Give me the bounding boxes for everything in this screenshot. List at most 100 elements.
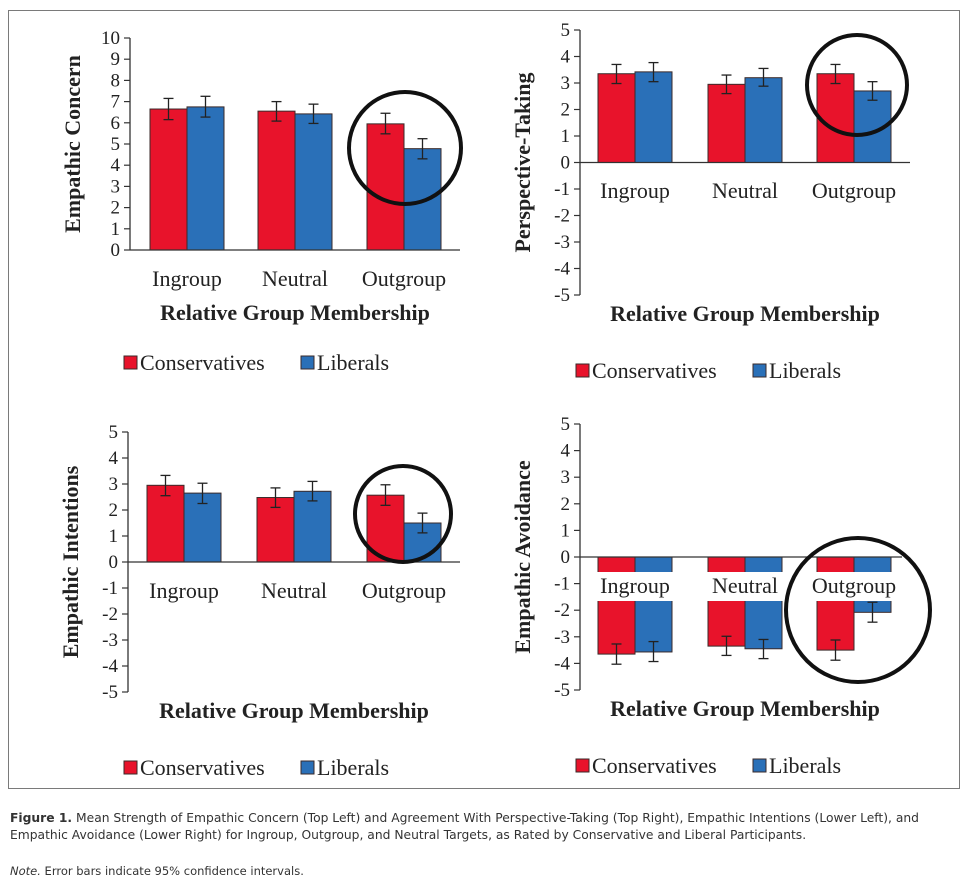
bar-conservatives-neutral <box>707 83 746 163</box>
highlight-circle <box>784 536 932 684</box>
legend-label-conservatives: Conservatives <box>140 350 265 375</box>
y-tick-label: 4 <box>111 155 121 176</box>
y-axis-title: Perspective-Taking <box>510 72 535 252</box>
category-label-neutral: Neutral <box>262 266 328 291</box>
bar-liberals-neutral <box>744 77 783 163</box>
y-axis-title: Empathic Intentions <box>58 465 83 658</box>
highlight-circle <box>353 464 453 564</box>
y-tick-label: 5 <box>109 422 119 443</box>
category-label-neutral: Neutral <box>712 178 778 203</box>
y-tick-label: 3 <box>561 467 571 488</box>
legend: Conservatives Liberals <box>575 753 841 778</box>
y-tick-label: 0 <box>561 547 571 568</box>
figure-label: Figure 1. <box>10 811 73 825</box>
y-tick-label: 4 <box>561 441 571 462</box>
y-tick-label: -4 <box>554 653 570 674</box>
bar-conservatives-neutral <box>707 556 746 647</box>
figure-caption: Figure 1. Mean Strength of Empathic Conc… <box>10 810 955 844</box>
legend-label-liberals: Liberals <box>769 753 841 778</box>
category-label-ingroup: Ingroup <box>149 578 219 603</box>
caption-text: Mean Strength of Empathic Concern (Top L… <box>10 811 919 842</box>
category-label-ingroup: Ingroup <box>600 178 670 203</box>
category-label-neutral: Neutral <box>261 578 327 603</box>
legend-swatch-conservatives <box>123 355 138 370</box>
x-axis-title: Relative Group Membership <box>159 698 429 723</box>
bar-conservatives-outgroup <box>816 556 855 651</box>
y-tick-label: 2 <box>561 100 571 121</box>
y-tick-label: -5 <box>554 285 570 306</box>
y-tick-label: -4 <box>102 656 118 677</box>
y-tick-label: -2 <box>554 206 570 227</box>
category-label-outgroup: Outgroup <box>362 266 446 291</box>
legend-swatch-liberals <box>300 760 315 775</box>
legend-swatch-liberals <box>300 355 315 370</box>
category-label-outgroup: Outgroup <box>362 578 446 603</box>
legend-label-conservatives: Conservatives <box>592 358 717 383</box>
legend-label-liberals: Liberals <box>317 350 389 375</box>
highlight-circle <box>347 90 463 206</box>
y-tick-label: 2 <box>111 198 121 219</box>
category-label-bg <box>816 572 892 601</box>
bar-conservatives-outgroup <box>816 73 855 163</box>
y-tick-label: -4 <box>554 259 570 280</box>
bar-conservatives-ingroup <box>597 556 636 655</box>
y-tick-label: -5 <box>102 682 118 703</box>
category-label-bg <box>707 572 783 601</box>
y-tick-label: 0 <box>561 153 571 174</box>
y-tick-label: 5 <box>561 20 571 41</box>
category-label-outgroup: Outgroup <box>812 178 896 203</box>
legend-label-conservatives: Conservatives <box>140 755 265 780</box>
y-tick-label: 5 <box>561 414 571 435</box>
y-tick-label: -1 <box>102 578 118 599</box>
bar-conservatives-neutral <box>256 497 295 563</box>
y-tick-label: 7 <box>111 92 121 113</box>
x-axis-title: Relative Group Membership <box>160 300 430 325</box>
legend-label-liberals: Liberals <box>769 358 841 383</box>
x-axis-title: Relative Group Membership <box>610 696 880 721</box>
y-tick-label: -2 <box>102 604 118 625</box>
y-tick-label: -3 <box>554 627 570 648</box>
legend-swatch-liberals <box>752 363 767 378</box>
chart-perspective-taking: -5 -4 -3 -2 -1 0 1 2 3 4 5 Ingroup Neutral Outgroup Pe… <box>510 20 910 383</box>
legend: Conservatives Liberals <box>123 350 389 375</box>
bar-conservatives-outgroup <box>366 494 405 563</box>
legend: Conservatives Liberals <box>575 358 841 383</box>
legend-swatch-conservatives <box>575 758 590 773</box>
bar-liberals-ingroup <box>634 556 673 653</box>
y-tick-label: 1 <box>561 126 571 147</box>
legend-swatch-conservatives <box>123 760 138 775</box>
y-tick-label: 2 <box>561 494 571 515</box>
y-tick-label: -2 <box>554 600 570 621</box>
y-tick-label: 3 <box>109 474 119 495</box>
y-tick-label: -1 <box>554 574 570 595</box>
y-tick-label: 1 <box>111 219 121 240</box>
legend-label-liberals: Liberals <box>317 755 389 780</box>
y-tick-label: 10 <box>101 28 120 49</box>
bar-liberals-ingroup <box>634 71 673 163</box>
x-axis-title: Relative Group Membership <box>610 301 880 326</box>
y-tick-label: 5 <box>111 134 121 155</box>
category-label-neutral: Neutral <box>712 573 778 598</box>
bar-conservatives-outgroup <box>366 123 405 251</box>
y-tick-label: 1 <box>109 526 119 547</box>
y-tick-label: -5 <box>554 680 570 701</box>
note-label: Note. <box>10 864 41 878</box>
category-label-outgroup: Outgroup <box>812 573 896 598</box>
bar-liberals-neutral <box>744 556 783 650</box>
y-axis-title: Empathic Concern <box>60 55 85 233</box>
y-tick-label: 4 <box>561 47 571 68</box>
category-label-ingroup: Ingroup <box>600 573 670 598</box>
y-tick-label: -1 <box>554 179 570 200</box>
bar-liberals-neutral <box>293 490 332 563</box>
note-text: Error bars indicate 95% confidence inter… <box>44 864 304 878</box>
highlight-circle <box>805 33 909 137</box>
figure-note: Note. Error bars indicate 95% confidence… <box>10 864 955 878</box>
bar-liberals-ingroup <box>186 106 225 251</box>
y-tick-label: 0 <box>111 240 121 261</box>
y-tick-label: 1 <box>561 520 571 541</box>
bar-conservatives-ingroup <box>149 108 188 251</box>
y-axis-title: Empathic Avoidance <box>510 460 535 654</box>
y-tick-label: -3 <box>102 630 118 651</box>
